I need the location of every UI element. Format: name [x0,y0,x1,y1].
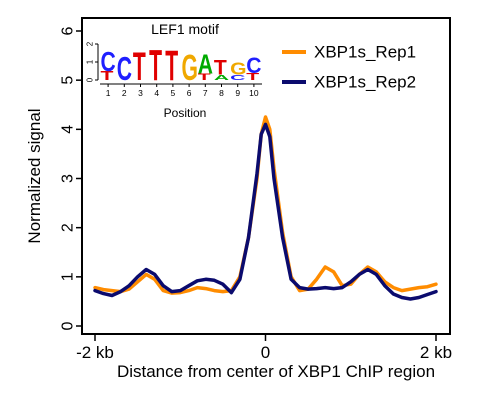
motif-inset: LEF1 motif012TC1C2T3T4T5G6TA7AT8CG9TC10P… [86,21,262,120]
y-tick-label: 4 [60,125,77,134]
motif-letter: T [101,68,114,82]
motif-letter: T [133,44,146,89]
y-axis-label: Normalized signal [25,108,44,243]
motif-letter: T [246,71,259,82]
inset-y-tick-label: 1 [86,59,95,64]
motif-letter: A [198,50,214,80]
y-tick-label: 5 [60,76,77,85]
inset-x-tick-label: 4 [154,88,159,98]
y-tick-label: 6 [60,26,77,35]
x-tick-label: 2 kb [420,343,452,362]
inset-title: LEF1 motif [151,21,219,37]
motif-letter: G [182,48,198,88]
inset-x-tick-label: 1 [106,88,111,98]
inset-x-tick-label: 3 [138,88,143,98]
legend: XBP1s_Rep1 XBP1s_Rep2 [282,43,416,92]
series-line-xbp1s-rep1 [93,115,438,295]
x-tick-label: -2 kb [76,343,114,362]
plot-lines [93,115,438,301]
y-tick-label: 2 [60,223,77,232]
inset-x-tick-label: 7 [203,88,208,98]
motif-letter: C [230,74,245,82]
y-tick-label: 1 [60,272,77,281]
motif-letter: T [165,43,178,90]
series-line-xbp1s-rep2 [93,122,438,301]
legend-label: XBP1s_Rep2 [314,73,416,92]
y-tick-label: 3 [60,174,77,183]
inset-x-tick-label: 8 [219,88,224,98]
inset-y-tick-label: 2 [86,41,95,46]
motif-letter: T [149,42,162,90]
inset-x-tick-label: 9 [235,88,240,98]
inset-y-tick-label: 0 [86,77,95,82]
motif-letter: A [214,74,230,82]
inset-x-tick-label: 10 [249,88,259,98]
motif-letter: C [101,47,117,77]
motif-letter: C [246,52,261,78]
motif-letter: T [214,57,227,80]
motif-letter: C [117,50,132,87]
x-axis-label: Distance from center of XBP1 ChIP region [117,362,435,381]
inset-x-tick-label: 5 [171,88,176,98]
y-tick-label: 0 [60,321,77,330]
inset-x-label: Position [164,106,207,120]
inset-x-tick-label: 2 [122,88,127,98]
legend-label: XBP1s_Rep1 [314,43,416,62]
motif-letter: T [198,72,211,82]
motif-letter: G [230,59,246,79]
x-tick-label: 0 [261,343,270,362]
inset-x-tick-label: 6 [187,88,192,98]
